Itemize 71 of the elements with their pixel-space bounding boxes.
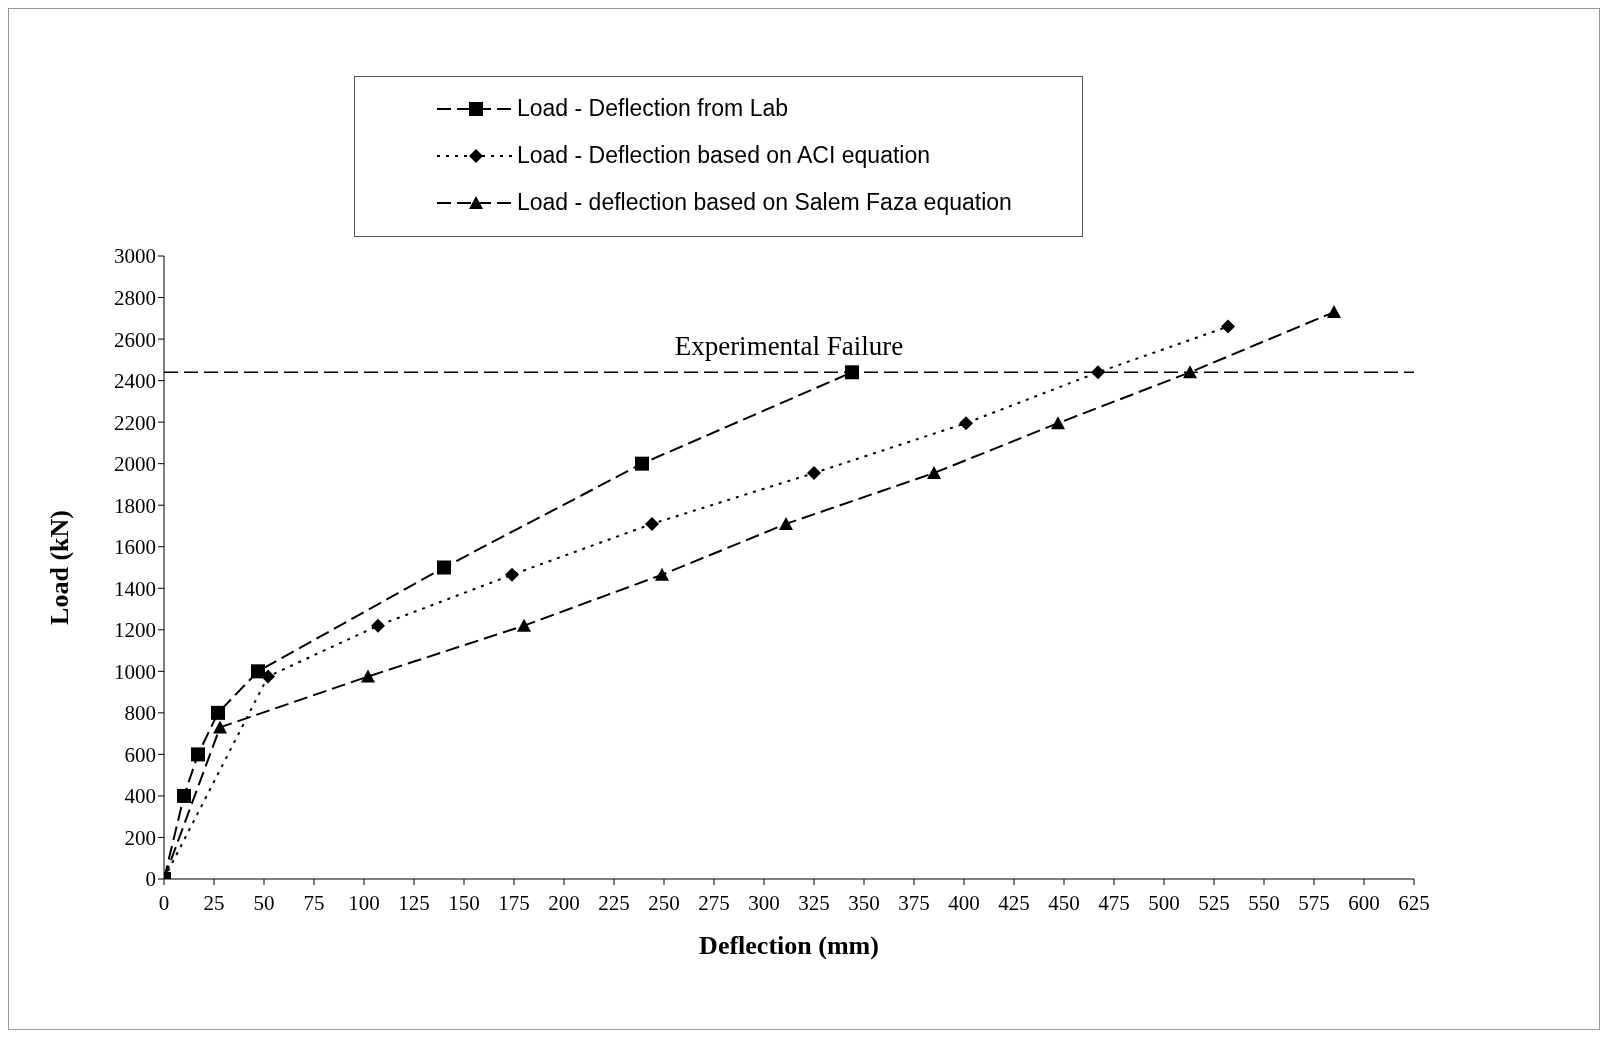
x-tick-label: 200 <box>548 890 580 915</box>
point <box>1327 305 1341 319</box>
point <box>655 567 669 581</box>
point <box>635 456 649 471</box>
y-tick-label: 200 <box>124 825 156 850</box>
point <box>261 669 275 684</box>
y-tick-label: 2000 <box>114 452 156 477</box>
x-tick-label: 75 <box>303 890 325 915</box>
y-tick-label: 2600 <box>114 327 156 352</box>
point <box>213 720 227 734</box>
y-tick-label: 1000 <box>114 659 156 684</box>
y-tick-label: 400 <box>124 784 156 809</box>
x-tick-label: 250 <box>648 890 680 915</box>
point <box>807 466 821 481</box>
x-tick-label: 225 <box>598 890 630 915</box>
point <box>177 788 191 803</box>
y-tick-label: 1400 <box>114 576 156 601</box>
x-tick-label: 475 <box>1098 890 1130 915</box>
x-tick-label: 175 <box>498 890 530 915</box>
y-tick-label: 2800 <box>114 285 156 310</box>
point <box>371 618 385 633</box>
point <box>251 664 265 679</box>
point <box>505 567 519 582</box>
x-tick-label: 25 <box>203 890 225 915</box>
x-tick-label: 400 <box>948 890 980 915</box>
point <box>211 705 225 720</box>
legend-label: Load - Deflection based on ACI equation <box>517 142 931 169</box>
x-tick-label: 375 <box>898 890 930 915</box>
point <box>361 669 375 683</box>
point <box>1051 416 1065 430</box>
legend-label: Load - Deflection from Lab <box>517 95 789 122</box>
x-tick-label: 600 <box>1348 890 1380 915</box>
x-tick-label: 300 <box>748 890 780 915</box>
x-axis-title: Deflection (mm) <box>699 931 879 960</box>
x-tick-label: 575 <box>1298 890 1330 915</box>
point <box>959 416 973 431</box>
x-tick-label: 275 <box>698 890 730 915</box>
x-tick-label: 550 <box>1248 890 1280 915</box>
x-tick-label: 100 <box>348 890 380 915</box>
x-tick-label: 150 <box>448 890 480 915</box>
ref-line-label: Experimental Failure <box>674 331 904 362</box>
y-tick-label: 1800 <box>114 493 156 518</box>
x-tick-label: 350 <box>848 890 880 915</box>
y-tick-label: 2400 <box>114 369 156 394</box>
x-tick-label: 525 <box>1198 890 1230 915</box>
x-tick-label: 500 <box>1148 890 1180 915</box>
point <box>1221 319 1235 334</box>
y-tick-label: 800 <box>124 701 156 726</box>
point <box>1183 365 1197 379</box>
point <box>779 516 793 530</box>
y-tick-label: 1200 <box>114 618 156 643</box>
x-tick-label: 50 <box>253 890 275 915</box>
x-tick-label: 125 <box>398 890 430 915</box>
y-tick-label: 0 <box>145 867 156 892</box>
y-tick-label: 3000 <box>114 244 156 269</box>
point <box>437 560 451 575</box>
legend-label: Load - deflection based on Salem Faza equation <box>517 189 1012 216</box>
point <box>927 466 941 480</box>
y-tick-label: 1600 <box>114 535 156 560</box>
point <box>191 747 205 762</box>
point <box>1091 365 1105 380</box>
y-tick-label: 600 <box>124 742 156 767</box>
x-tick-label: 625 <box>1398 890 1430 915</box>
y-tick-label: 2200 <box>114 410 156 435</box>
point <box>517 618 531 632</box>
point <box>645 516 659 531</box>
x-tick-label: 450 <box>1048 890 1080 915</box>
point <box>845 365 859 380</box>
x-tick-label: 325 <box>798 890 830 915</box>
x-tick-label: 425 <box>998 890 1030 915</box>
y-axis-title: Load (kN) <box>45 510 75 625</box>
